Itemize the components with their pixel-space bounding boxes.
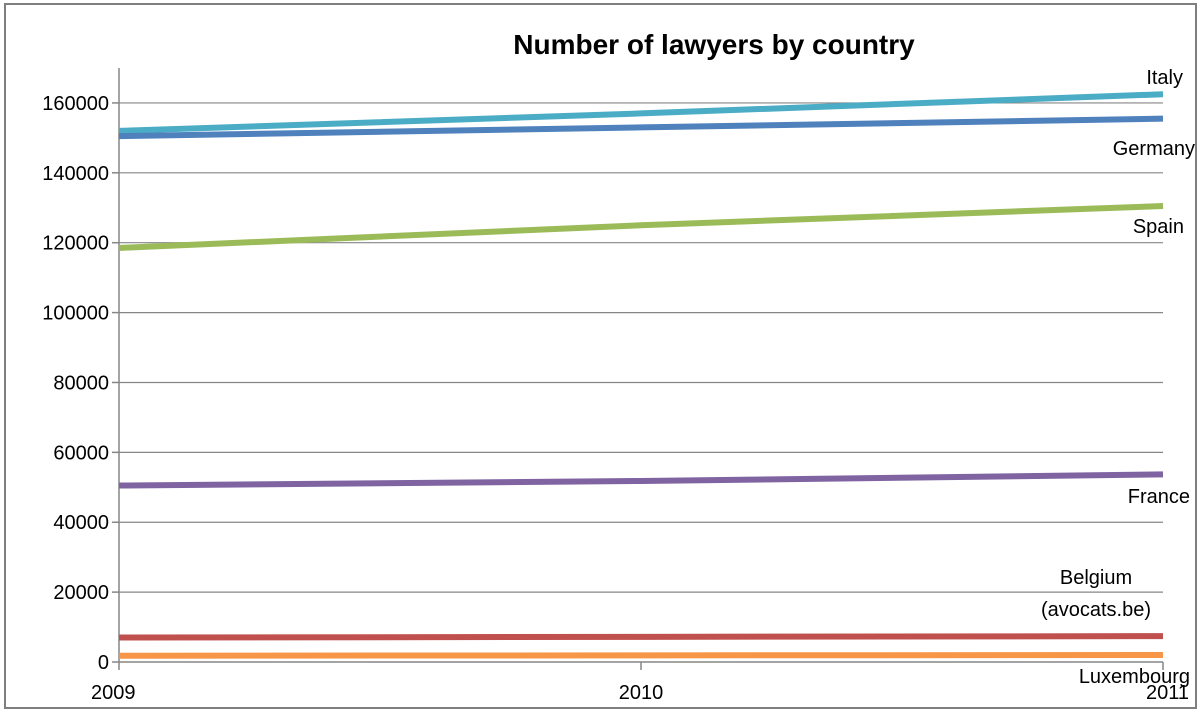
y-tick-label-0: 0 [98, 652, 109, 674]
series-line-belgium-avocats-be [118, 633, 1164, 641]
series-label-luxembourg: Luxembourg [1079, 666, 1190, 688]
y-tick-label-20000: 20000 [53, 582, 109, 604]
y-tick-label-120000: 120000 [42, 233, 109, 255]
series-line-italy [118, 91, 1164, 134]
y-tick-label-80000: 80000 [53, 372, 109, 394]
x-tick-label-2011: 2011 [1146, 682, 1189, 704]
series-label-germany: Germany [1113, 138, 1195, 160]
series-label-belgium-avocats-be: Belgium (avocats.be) [1041, 567, 1151, 621]
series-line-germany [118, 115, 1164, 140]
series-label-italy: Italy [1146, 67, 1183, 89]
label-layer: Italy Germany Spain France Belgium (avocats.b… [1041, 67, 1195, 688]
series-line-luxembourg [118, 652, 1164, 659]
chart-title: Number of lawyers by country [513, 29, 915, 60]
y-tick-label-140000: 140000 [42, 163, 109, 185]
y-tick-label-160000: 160000 [42, 93, 109, 115]
x-tick-label-2009: 2009 [91, 682, 136, 704]
axis-layer: 0 20000 40000 60000 80000 100000 120000 140000 1… [42, 68, 1189, 704]
series-line-france [118, 471, 1164, 489]
series-line-spain [118, 203, 1164, 251]
x-tick-label-2010: 2010 [619, 682, 664, 704]
y-tick-label-60000: 60000 [53, 442, 109, 464]
y-tick-label-40000: 40000 [53, 512, 109, 534]
grid-layer [119, 102, 1163, 593]
series-label-france: France [1128, 486, 1190, 508]
series-layer [118, 91, 1164, 659]
y-tick-label-100000: 100000 [42, 303, 109, 325]
series-label-spain: Spain [1133, 216, 1184, 238]
